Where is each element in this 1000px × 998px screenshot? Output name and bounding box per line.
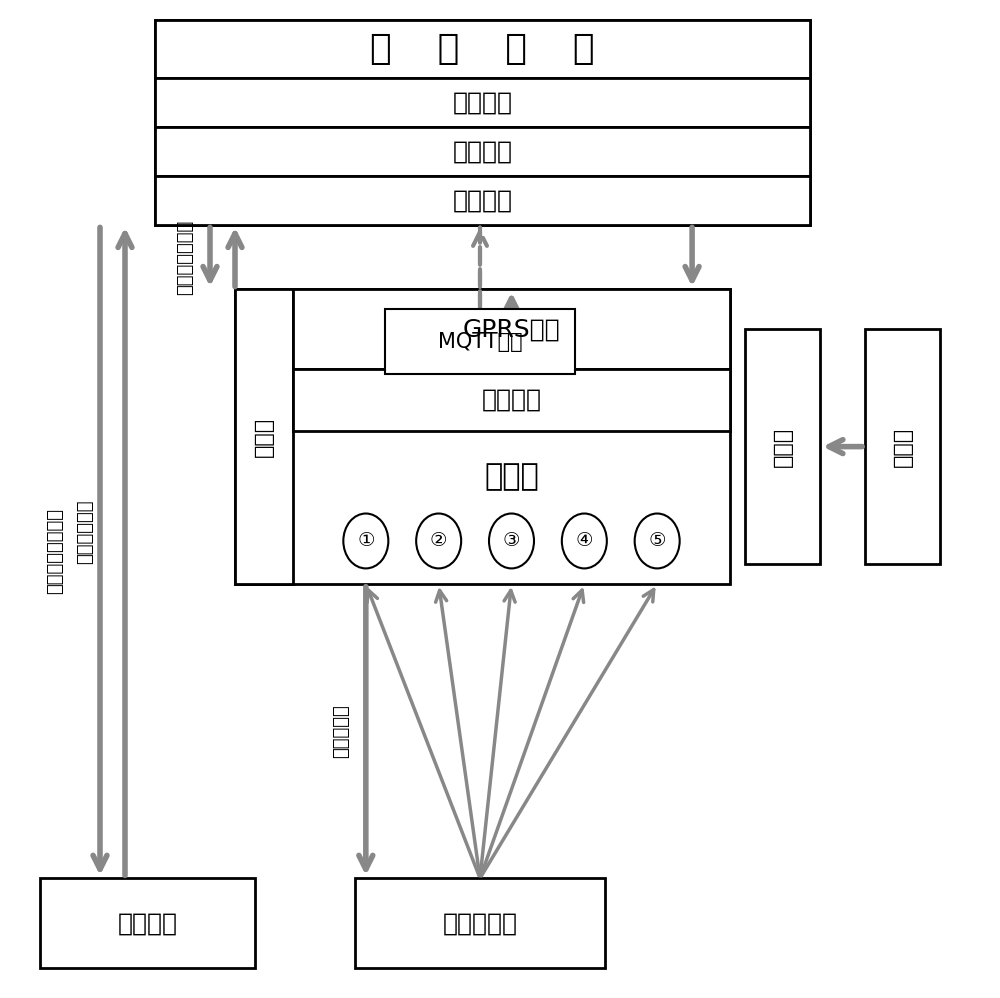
Text: 二维码: 二维码 [254,416,274,457]
Ellipse shape [489,514,534,569]
Ellipse shape [343,514,388,569]
Ellipse shape [416,514,461,569]
Text: 用户手机: 用户手机 [118,911,178,935]
FancyBboxPatch shape [745,329,820,564]
FancyBboxPatch shape [355,878,605,968]
Text: 充电桥: 充电桥 [484,462,539,491]
FancyBboxPatch shape [155,78,810,127]
Text: 充电状态等信息: 充电状态等信息 [176,220,194,294]
Text: 电动自行车: 电动自行车 [442,911,518,935]
Text: GPRS模块: GPRS模块 [463,317,560,341]
FancyBboxPatch shape [235,289,293,584]
FancyBboxPatch shape [155,20,810,225]
Text: 控制模块: 控制模块 [481,388,542,412]
FancyBboxPatch shape [235,289,730,584]
Text: ③: ③ [503,532,520,551]
Text: 处理模块: 处理模块 [453,140,512,164]
Ellipse shape [635,514,680,569]
Ellipse shape [562,514,607,569]
FancyBboxPatch shape [155,176,810,225]
Text: 服务器地址: 服务器地址 [332,705,350,757]
Text: ①: ① [357,532,375,551]
FancyBboxPatch shape [865,329,940,564]
FancyBboxPatch shape [40,878,255,968]
FancyBboxPatch shape [155,20,810,78]
Text: 充电卡: 充电卡 [893,426,912,467]
Text: 云    服    务    器: 云 服 务 器 [370,32,595,66]
FancyBboxPatch shape [155,127,810,176]
Text: 充电桥等设备信息: 充电桥等设备信息 [46,508,64,595]
Text: ②: ② [430,532,447,551]
Text: ⑤: ⑤ [648,532,666,551]
Text: 通讯模块: 通讯模块 [453,189,512,213]
FancyBboxPatch shape [293,369,730,431]
Text: 读卡器: 读卡器 [772,426,792,467]
FancyBboxPatch shape [385,309,575,374]
FancyBboxPatch shape [293,289,730,369]
Text: 用户身份信息: 用户身份信息 [76,499,94,564]
Text: MQTT协议: MQTT协议 [438,331,522,352]
Text: 存储模块: 存储模块 [453,91,512,115]
Text: ④: ④ [576,532,593,551]
